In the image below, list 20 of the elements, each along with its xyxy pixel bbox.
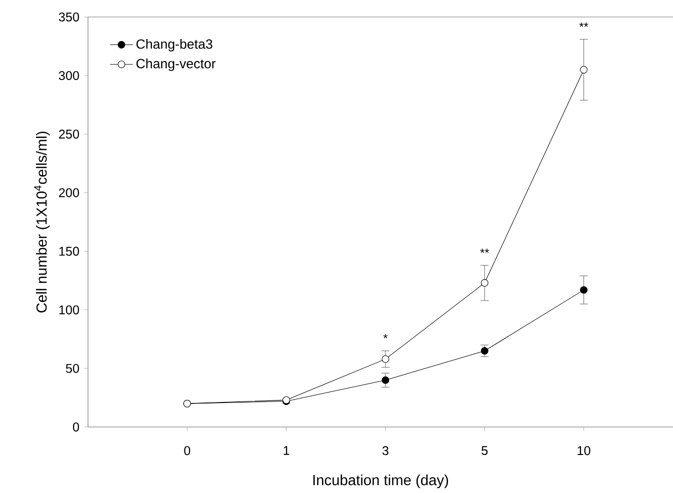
x-tick-label: 3 [382, 446, 388, 456]
x-tick-label: 5 [482, 446, 488, 455]
y-axis-title: Cell number (1X10$^{4}$cells/ml) [34, 132, 50, 312]
x-tick-label: 10 [578, 446, 590, 456]
y-tick-label: 300 [58, 71, 80, 80]
y-tick-label: 100 [59, 305, 80, 314]
annotation: * [383, 334, 388, 338]
x-tick-label: 1 [284, 446, 290, 455]
y-tick-label: 250 [59, 130, 80, 139]
y-tick-label: 150 [59, 246, 80, 256]
x-axis-title: Incubation time (day) [313, 474, 448, 488]
y-tick-label: 50 [66, 364, 80, 373]
annotation: ** [579, 22, 588, 27]
y-tick-label: 200 [59, 188, 80, 198]
x-tick-label: 0 [184, 446, 190, 456]
legend-label: Chang-beta3 [136, 38, 212, 52]
y-tick-label: 350 [58, 12, 80, 22]
y-tick-label: 0 [72, 422, 80, 432]
annotation: ** [480, 248, 490, 253]
legend-label: Chang-vector [136, 58, 216, 71]
